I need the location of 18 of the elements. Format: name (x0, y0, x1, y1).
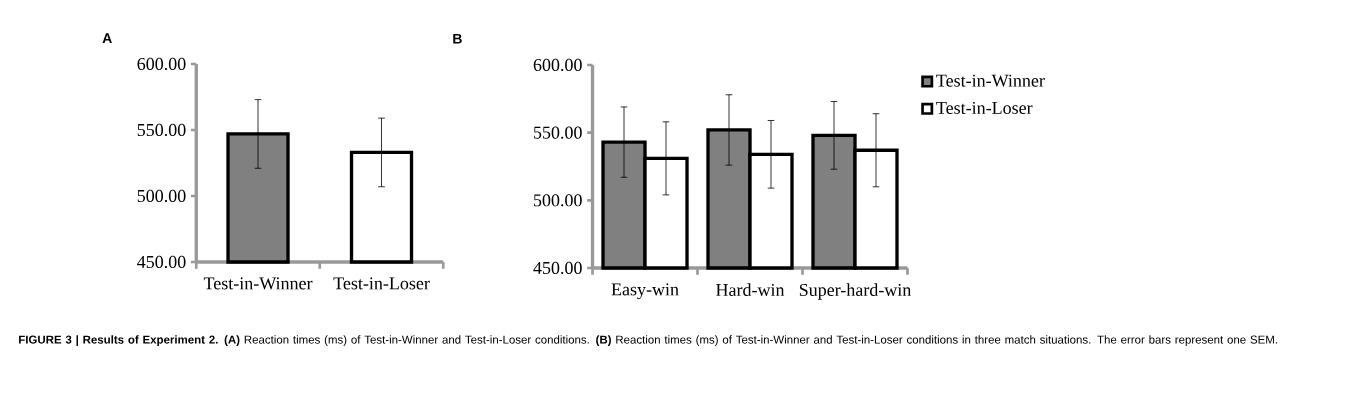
x-tick-label: Hard-win (716, 283, 785, 297)
y-tick-label: 500.00 (137, 189, 186, 203)
y-tick-label: 450.00 (533, 261, 582, 275)
x-tick-label: Easy-win (611, 283, 679, 300)
y-tick-label: 500.00 (534, 194, 582, 207)
x-tick-label: Test-in-Winner (203, 277, 313, 290)
text: FIGURE 3 | Results of Experiment 2. (A) Reaction times (ms) of Test-in-Winner and Test-in-Loser conditions. (B) Reaction times (ms) of Test-in-Winner and Test-in-Loser conditions in three match situations. The error bars represent one SEM. (19, 335, 1277, 347)
y-tick-label: 600.00 (137, 57, 186, 71)
x-tick-label: Super-hard-win (799, 283, 912, 300)
y-tick-label: 450.00 (137, 255, 186, 269)
text: B (453, 33, 462, 44)
chart-title: A (102, 33, 112, 43)
legend-label: Test-in-Winner (936, 74, 1045, 87)
x-tick-label: Test-in-Loser (333, 277, 430, 290)
legend-label: Test-in-Loser (936, 101, 1033, 114)
y-tick-label: 550.00 (137, 123, 186, 137)
y-tick-label: 550.00 (534, 126, 582, 139)
y-tick-label: 600.00 (533, 58, 582, 72)
